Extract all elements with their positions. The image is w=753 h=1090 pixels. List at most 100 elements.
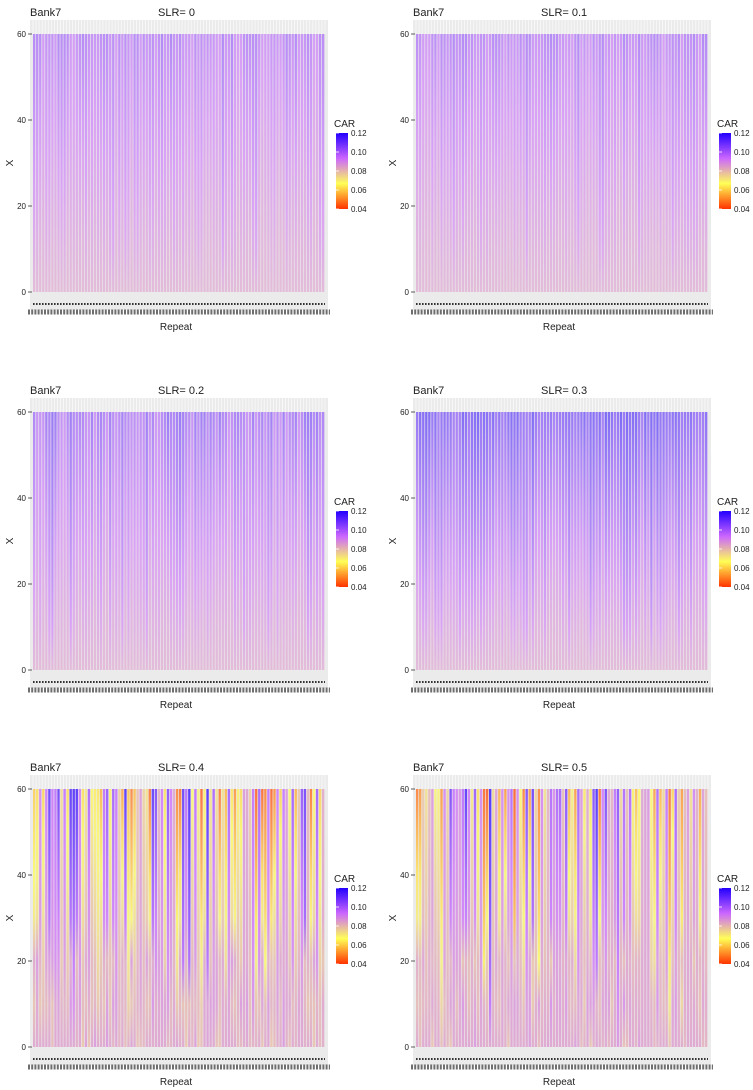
- heatmap-column: [106, 34, 109, 292]
- y-tick-label: 20: [17, 580, 26, 589]
- heatmap-column: [127, 34, 130, 292]
- heatmap-column: [419, 34, 422, 292]
- heatmap-column: [66, 789, 69, 1047]
- heatmap-column: [139, 789, 142, 1047]
- heatmap-column: [704, 789, 708, 1047]
- heatmap-column: [118, 789, 121, 1047]
- heatmap-column: [522, 412, 525, 670]
- heatmap-column: [109, 789, 112, 1047]
- heatmap-column: [267, 412, 270, 670]
- heatmap-column: [276, 789, 279, 1047]
- heatmap-column: [604, 412, 607, 670]
- heatmap-column: [78, 412, 81, 670]
- heatmap-column: [148, 789, 151, 1047]
- legend-tick-label: 0.12: [351, 129, 367, 138]
- heatmap-column: [142, 412, 145, 670]
- heatmap-column: [473, 789, 477, 1047]
- heatmap-column: [185, 789, 188, 1047]
- heatmap-column: [66, 412, 69, 670]
- heatmap-column: [115, 789, 118, 1047]
- heatmap-column: [285, 34, 288, 292]
- heatmap-column: [419, 789, 422, 1047]
- heatmap-column: [571, 34, 574, 292]
- heatmap-column: [54, 412, 57, 670]
- heatmap-column: [270, 412, 273, 670]
- heatmap-column: [607, 789, 610, 1047]
- legend-tick-label: 0.10: [734, 903, 750, 912]
- heatmap-column: [309, 412, 313, 670]
- heatmap-column: [422, 412, 425, 670]
- heatmap-column: [452, 789, 455, 1047]
- heatmap-column: [565, 789, 568, 1047]
- heatmap-column: [616, 412, 620, 670]
- heatmap-column: [182, 34, 185, 292]
- heatmap-column: [650, 412, 653, 670]
- heatmap-column: [294, 34, 297, 292]
- y-tick-label: 20: [400, 580, 409, 589]
- heatmap-column: [57, 34, 60, 292]
- heatmap-column: [133, 34, 136, 292]
- heatmap-column: [312, 789, 316, 1047]
- heatmap-column: [300, 412, 304, 670]
- heatmap-column: [680, 789, 683, 1047]
- y-tick-label: 20: [17, 957, 26, 966]
- heatmap-column: [264, 412, 267, 670]
- heatmap-column: [619, 34, 623, 292]
- heatmap-column: [485, 34, 489, 292]
- heatmap-column: [565, 34, 568, 292]
- heatmap-column: [516, 789, 519, 1047]
- heatmap-column: [701, 412, 705, 670]
- heatmap-column: [185, 412, 188, 670]
- heatmap-column: [230, 412, 234, 670]
- heatmap-column: [39, 34, 42, 292]
- y-axis-label: X: [5, 159, 16, 166]
- heatmap-column: [419, 412, 422, 670]
- heatmap-column: [428, 34, 431, 292]
- heatmap-column: [321, 789, 325, 1047]
- heatmap-column: [93, 789, 97, 1047]
- y-tick-label: 60: [17, 408, 26, 417]
- heatmap-column: [467, 412, 471, 670]
- heatmap-column: [455, 34, 458, 292]
- heatmap-column: [461, 34, 464, 292]
- heatmap-column: [598, 412, 601, 670]
- heatmap-column: [653, 412, 656, 670]
- heatmap-column: [209, 34, 212, 292]
- heatmap-column: [133, 789, 136, 1047]
- heatmap-column: [455, 789, 458, 1047]
- heatmap-column: [42, 34, 45, 292]
- heatmap-column: [470, 789, 474, 1047]
- heatmap-column: [194, 789, 197, 1047]
- heatmap-column: [440, 789, 443, 1047]
- y-tick-label: 20: [400, 957, 409, 966]
- y-tick-label: 60: [17, 30, 26, 39]
- heatmap-column: [166, 412, 170, 670]
- heatmap-column: [124, 789, 127, 1047]
- heatmap-column: [416, 412, 419, 670]
- heatmap-column: [297, 789, 300, 1047]
- heatmap-column: [516, 34, 519, 292]
- heatmap-column: [258, 412, 261, 670]
- heatmap-column: [121, 34, 124, 292]
- heatmap-column: [239, 34, 243, 292]
- heatmap-column: [641, 34, 644, 292]
- heatmap-column: [650, 34, 653, 292]
- heatmap-column: [531, 412, 534, 670]
- heatmap-column: [118, 412, 121, 670]
- heatmap-column: [540, 412, 544, 670]
- heatmap-column: [695, 789, 699, 1047]
- heatmap-column: [519, 789, 522, 1047]
- heatmap-column: [188, 34, 191, 292]
- heatmap-column: [258, 789, 261, 1047]
- heatmap-column: [449, 34, 452, 292]
- heatmap-column: [175, 789, 179, 1047]
- heatmap-column: [60, 789, 63, 1047]
- heatmap-column: [607, 412, 610, 670]
- heatmap-column: [476, 789, 480, 1047]
- heatmap-column: [516, 412, 519, 670]
- legend-tick-label: 0.06: [351, 941, 367, 950]
- y-tick-label: 40: [17, 871, 26, 880]
